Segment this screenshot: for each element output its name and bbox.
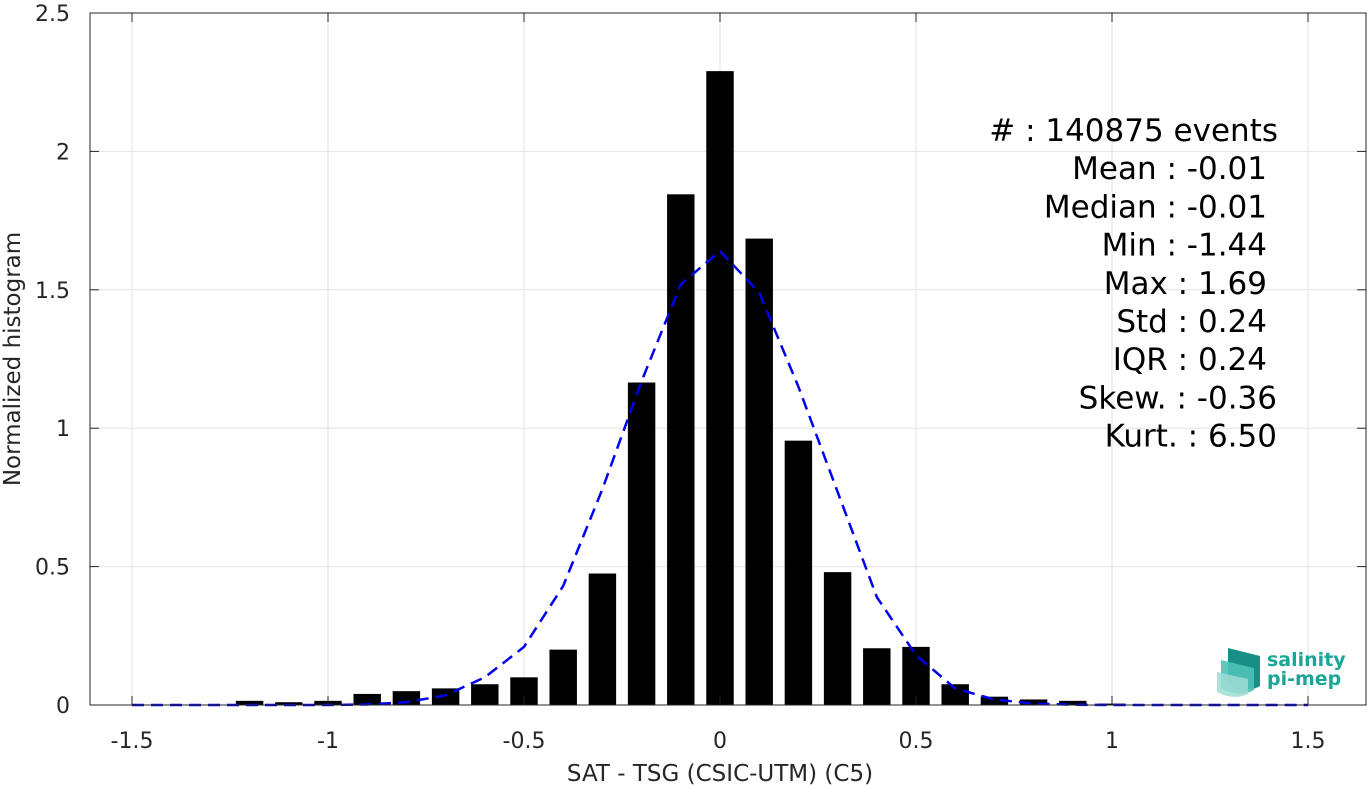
x-tick-label: 1.5: [1291, 729, 1326, 754]
histogram-bar: [588, 573, 617, 705]
histogram-bar: [784, 440, 813, 705]
y-tick-labels: 0 0.5 1 1.5 2 2.5: [35, 2, 70, 719]
histogram-bar: [235, 700, 264, 705]
stats-line: # : 140875 events: [989, 113, 1278, 149]
histogram-bar: [706, 71, 734, 706]
histogram-bar: [823, 572, 852, 705]
histogram-bar: [353, 693, 381, 705]
y-tick-label: 2: [56, 140, 70, 165]
logo-line1: salinity: [1267, 649, 1346, 671]
y-axis-label: Normalized histogram: [0, 232, 26, 486]
x-tick-labels: -1.5 -1 -0.5 0 0.5 1 1.5: [111, 729, 1326, 754]
histogram-bar: [431, 688, 460, 705]
histogram-bar: [980, 696, 1009, 705]
y-tick-label: 0: [56, 694, 70, 719]
y-tick-label: 1: [56, 417, 70, 442]
x-tick-label: -0.5: [503, 729, 546, 754]
histogram-bar: [863, 648, 891, 705]
salinity-pi-mep-logo: salinity pi-mep: [1217, 648, 1346, 697]
stats-line: Min : -1.44: [1102, 228, 1267, 264]
x-tick-label: -1.5: [111, 729, 154, 754]
histogram-bar: [941, 684, 969, 705]
salinity-wave-icon: [1217, 648, 1260, 697]
histogram-bar: [627, 382, 656, 705]
x-tick-label: 0.5: [899, 729, 934, 754]
x-tick-label: 1: [1105, 729, 1119, 754]
logo-line2: pi-mep: [1267, 668, 1341, 690]
y-tick-label: 0.5: [35, 556, 70, 581]
histogram-bar: [275, 702, 303, 705]
histogram-bars: [235, 71, 1126, 706]
stats-line: Mean : -0.01: [1072, 151, 1267, 187]
stats-line: IQR : 0.24: [1113, 342, 1267, 378]
histogram-bar: [745, 238, 773, 706]
x-tick-label: 0: [713, 729, 727, 754]
x-axis-label: SAT - TSG (CSIC-UTM) (C5): [567, 761, 873, 785]
histogram-bar: [471, 684, 499, 705]
stats-line: Kurt. : 6.50: [1105, 419, 1277, 455]
x-tick-label: -1: [317, 729, 339, 754]
histogram-bar: [902, 646, 930, 705]
histogram-bar: [549, 649, 577, 705]
axes-box: [89, 12, 1367, 706]
stats-line: Std : 0.24: [1116, 304, 1267, 340]
y-tick-label: 2.5: [35, 2, 70, 27]
histogram-bar: [1059, 700, 1087, 705]
y-tick-label: 1.5: [35, 279, 70, 304]
axes: [89, 12, 1367, 706]
stats-line: Median : -0.01: [1044, 189, 1267, 225]
stats-line: Skew. : -0.36: [1079, 380, 1277, 416]
stats-line: Max : 1.69: [1104, 266, 1267, 302]
histogram-bar: [667, 194, 695, 705]
histogram-bar: [1019, 699, 1048, 705]
